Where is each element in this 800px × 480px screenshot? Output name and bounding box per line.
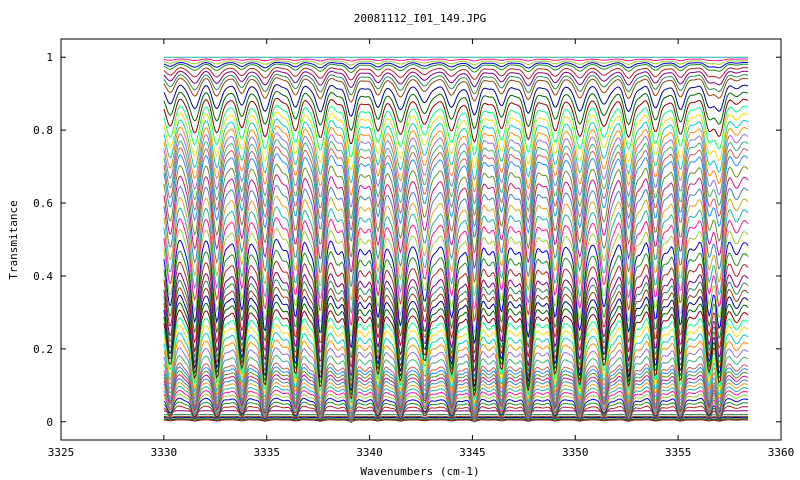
spectrum-series-line xyxy=(163,67,749,81)
y-tick-label: 0.8 xyxy=(33,124,53,137)
y-axis-ticks: 0 0.2 0.4 0.6 0.8 1 xyxy=(33,51,781,429)
spectrum-series-line xyxy=(163,139,749,220)
spectrum-series-line xyxy=(163,84,749,117)
spectrum-series-line xyxy=(163,90,749,131)
spectrum-series-line xyxy=(163,104,749,158)
spectra-series-group xyxy=(163,56,749,424)
spectrum-series-line xyxy=(163,415,749,419)
x-axis-ticks: 3325 3330 3335 3340 3345 3350 3355 3360 xyxy=(48,39,795,459)
spectrum-series-line xyxy=(163,77,749,103)
spectrum-series-line xyxy=(163,97,749,145)
spectrum-series-line xyxy=(163,195,749,301)
x-tick-label: 3345 xyxy=(459,446,486,459)
spectrum-series-line xyxy=(163,118,749,184)
spectrum-series-line xyxy=(163,419,749,422)
plot-frame xyxy=(60,38,782,441)
spectrum-series-line xyxy=(163,153,749,242)
spectrum-series-line xyxy=(163,60,749,66)
spectrum-series-line xyxy=(163,206,749,314)
spectrum-series-line xyxy=(163,227,749,338)
spectrum-series-line xyxy=(163,405,749,424)
spectrum-series-line xyxy=(163,125,749,196)
spectrum-series-line xyxy=(163,73,749,96)
x-tick-label: 3350 xyxy=(562,446,589,459)
plot-area xyxy=(163,56,749,424)
spectrum-series-line xyxy=(163,174,749,273)
spectrum-series-line xyxy=(163,111,749,171)
y-tick-label: 1 xyxy=(46,51,53,64)
x-tick-label: 3325 xyxy=(48,446,75,459)
x-tick-label: 3340 xyxy=(356,446,383,459)
spectrum-series-line xyxy=(163,61,749,70)
y-tick-label: 0.4 xyxy=(33,270,53,283)
chart-title: 20081112_I01_149.JPG xyxy=(354,12,486,25)
y-tick-label: 0.2 xyxy=(33,343,53,356)
spectrum-series-line xyxy=(163,260,749,368)
y-tick-label: 0.6 xyxy=(33,197,53,210)
x-axis-label: Wavenumbers (cm-1) xyxy=(360,465,479,478)
spectrum-series-line xyxy=(163,146,749,231)
spectrum-series-line xyxy=(163,70,749,88)
spectrum-series-line xyxy=(163,413,749,417)
spectrum-series-line xyxy=(163,238,749,349)
x-tick-label: 3335 xyxy=(253,446,280,459)
x-tick-label: 3360 xyxy=(768,446,795,459)
spectrum-series-line xyxy=(163,418,749,421)
y-tick-label: 0 xyxy=(46,416,53,429)
spectrum-series-line xyxy=(163,249,749,359)
spectrum-series-line xyxy=(163,58,749,62)
spectrum-series-line xyxy=(163,63,749,73)
spectrum-series-line xyxy=(163,271,749,377)
y-axis-label: Transmitance xyxy=(7,200,20,279)
x-tick-label: 3330 xyxy=(151,446,178,459)
spectrum-series-line xyxy=(163,163,749,258)
spectrum-series-line xyxy=(163,132,749,208)
spectrum-series-line xyxy=(163,416,749,420)
x-tick-label: 3355 xyxy=(665,446,692,459)
spectrum-series-line xyxy=(163,216,749,326)
spectrum-series-line xyxy=(163,184,749,288)
spectrum-series-line xyxy=(163,401,749,424)
